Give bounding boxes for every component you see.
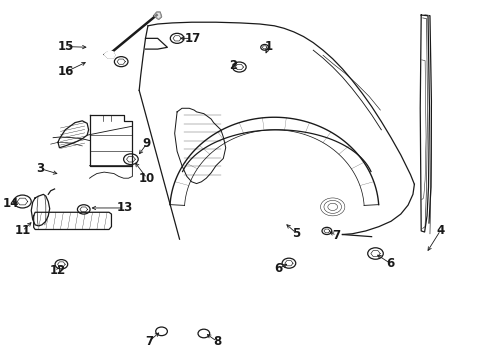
Text: 9: 9: [142, 137, 151, 150]
Text: 4: 4: [436, 224, 444, 237]
Text: 14: 14: [2, 197, 19, 210]
Text: 6: 6: [385, 257, 393, 270]
Text: 13: 13: [116, 202, 132, 215]
Polygon shape: [153, 12, 161, 19]
Text: 8: 8: [212, 335, 221, 348]
Text: 11: 11: [14, 224, 31, 238]
Text: 1: 1: [264, 40, 272, 53]
Polygon shape: [419, 15, 428, 232]
Text: 3: 3: [36, 162, 44, 175]
Text: 2: 2: [228, 59, 237, 72]
Text: 17: 17: [184, 32, 201, 45]
Text: 15: 15: [58, 40, 74, 53]
Text: 6: 6: [274, 262, 282, 275]
Text: 12: 12: [50, 264, 66, 277]
Text: 10: 10: [139, 172, 155, 185]
Polygon shape: [104, 51, 115, 58]
Text: 7: 7: [144, 335, 153, 348]
Text: 16: 16: [58, 65, 74, 78]
Text: 5: 5: [291, 226, 300, 239]
Text: 7: 7: [332, 229, 340, 242]
